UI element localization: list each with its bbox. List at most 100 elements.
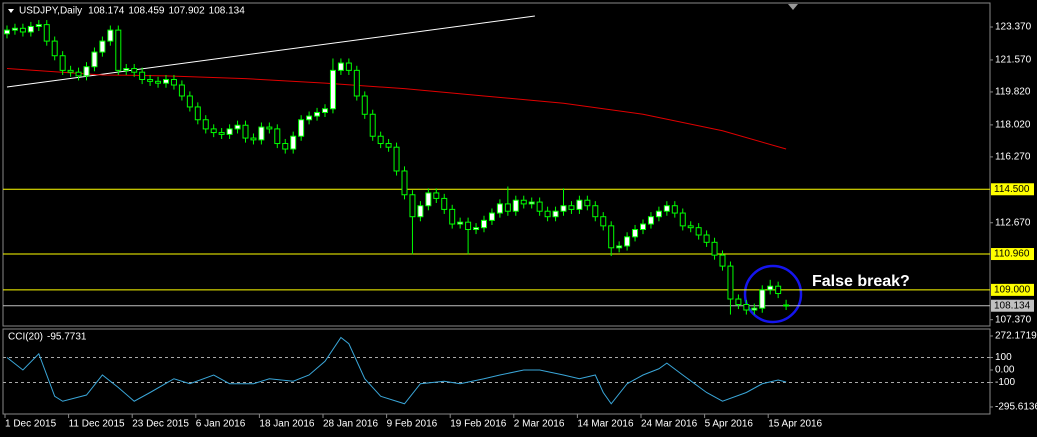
candle-body xyxy=(107,29,114,42)
candle-body xyxy=(449,208,456,225)
candle-body xyxy=(743,304,750,311)
candle-body xyxy=(568,205,575,210)
symbol-title: USDJPY,Daily xyxy=(19,6,82,17)
candle-body xyxy=(202,119,209,130)
candle-body xyxy=(67,69,74,73)
candle-body xyxy=(226,128,233,135)
candle-body xyxy=(210,128,217,134)
candle-body xyxy=(139,71,146,81)
candle-body xyxy=(481,219,487,229)
annotation: False break? xyxy=(812,273,910,290)
candle-body xyxy=(266,126,273,130)
current-price-label: 108.134 xyxy=(994,300,1031,311)
level-label-box xyxy=(991,248,1034,261)
candle-body xyxy=(687,225,694,229)
candle-body xyxy=(433,192,440,199)
candle-body xyxy=(536,201,543,212)
candle-body xyxy=(11,27,18,31)
y-tick-label: 100 xyxy=(995,352,1012,363)
candle-body xyxy=(290,135,297,150)
candle-body xyxy=(655,210,662,218)
candle-body xyxy=(767,285,774,291)
candle-body xyxy=(560,205,567,212)
candle-body xyxy=(178,84,185,97)
header-price: 108.459 xyxy=(128,6,165,17)
y-tick-label: -100 xyxy=(995,377,1015,388)
candle-body xyxy=(298,119,305,137)
x-tick-label: 6 Jan 2016 xyxy=(196,419,246,430)
candle-body xyxy=(409,194,416,218)
candle-body xyxy=(727,265,734,300)
candle-body xyxy=(322,108,328,113)
x-tick-label: 19 Feb 2016 xyxy=(450,419,507,430)
candle-body xyxy=(4,29,10,35)
x-tick-label: 24 Mar 2016 xyxy=(641,419,698,430)
candle-body xyxy=(671,205,678,214)
current-price-box xyxy=(991,299,1034,312)
x-tick-label: 2 Mar 2016 xyxy=(514,419,565,430)
candle-body xyxy=(218,132,225,135)
x-tick-label: 1 Dec 2015 xyxy=(5,419,57,430)
candle-body xyxy=(155,80,162,84)
candle-body xyxy=(465,221,472,231)
candle-body xyxy=(314,111,321,117)
candle-body xyxy=(43,24,50,42)
candle-body xyxy=(663,205,670,212)
candle-body xyxy=(520,199,527,205)
x-tick-label: 14 Mar 2016 xyxy=(577,419,634,430)
candle-body xyxy=(703,234,710,243)
menu-arrow[interactable] xyxy=(8,9,14,13)
candle-body xyxy=(600,216,607,227)
y-tick-label: 119.820 xyxy=(995,87,1031,98)
candle-body xyxy=(147,79,154,82)
candle-body xyxy=(91,51,98,68)
level-label-box xyxy=(991,183,1034,196)
candle-body xyxy=(377,135,384,145)
candle-body xyxy=(504,203,511,212)
candle-body xyxy=(584,199,591,207)
candle-body xyxy=(75,71,82,77)
indicator-title: CCI(20) xyxy=(8,332,43,343)
y-tick-label: -295.6136 xyxy=(995,402,1037,413)
candle-body xyxy=(592,205,599,218)
candle-body xyxy=(695,227,702,236)
candle-body xyxy=(329,69,336,110)
candle-body xyxy=(425,192,432,207)
x-tick-label: 5 Apr 2016 xyxy=(705,419,754,430)
candle-body xyxy=(417,205,424,218)
candle-body xyxy=(234,124,241,130)
candle-body xyxy=(457,221,464,225)
candle-body xyxy=(242,124,249,139)
candle-body xyxy=(306,115,313,121)
candle-body xyxy=(616,245,623,249)
y-tick-label: 123.370 xyxy=(995,22,1032,33)
candle-body xyxy=(488,212,495,221)
candle-body xyxy=(51,40,58,57)
candle-body xyxy=(544,210,551,218)
header-price: 108.134 xyxy=(209,6,246,17)
candle-body xyxy=(608,225,615,249)
highlight-circle xyxy=(743,264,803,324)
candle-body xyxy=(27,25,34,33)
indicator-pane xyxy=(2,328,991,415)
price-pane xyxy=(2,2,991,327)
candle-body xyxy=(170,79,177,86)
indicator-value: -95.7731 xyxy=(47,332,87,343)
candle-body xyxy=(19,27,26,33)
level-label: 110.960 xyxy=(994,249,1030,260)
candle-body xyxy=(576,199,583,210)
candle-body xyxy=(441,197,448,210)
shift-marker xyxy=(788,4,798,10)
candle-body xyxy=(123,68,130,71)
candle-body xyxy=(369,113,376,137)
candle-body xyxy=(163,79,169,84)
level-label: 109.000 xyxy=(994,285,1031,296)
candle-body xyxy=(759,289,766,309)
candle-body xyxy=(186,95,193,108)
y-tick-label: 121.570 xyxy=(995,55,1032,66)
candle-body xyxy=(385,143,392,148)
candle-body xyxy=(624,236,631,247)
candle-body xyxy=(512,199,519,212)
y-tick-label: 0.00 xyxy=(995,365,1015,376)
